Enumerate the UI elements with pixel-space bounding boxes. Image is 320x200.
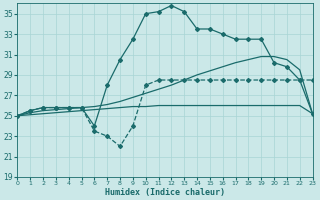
- X-axis label: Humidex (Indice chaleur): Humidex (Indice chaleur): [105, 188, 225, 197]
